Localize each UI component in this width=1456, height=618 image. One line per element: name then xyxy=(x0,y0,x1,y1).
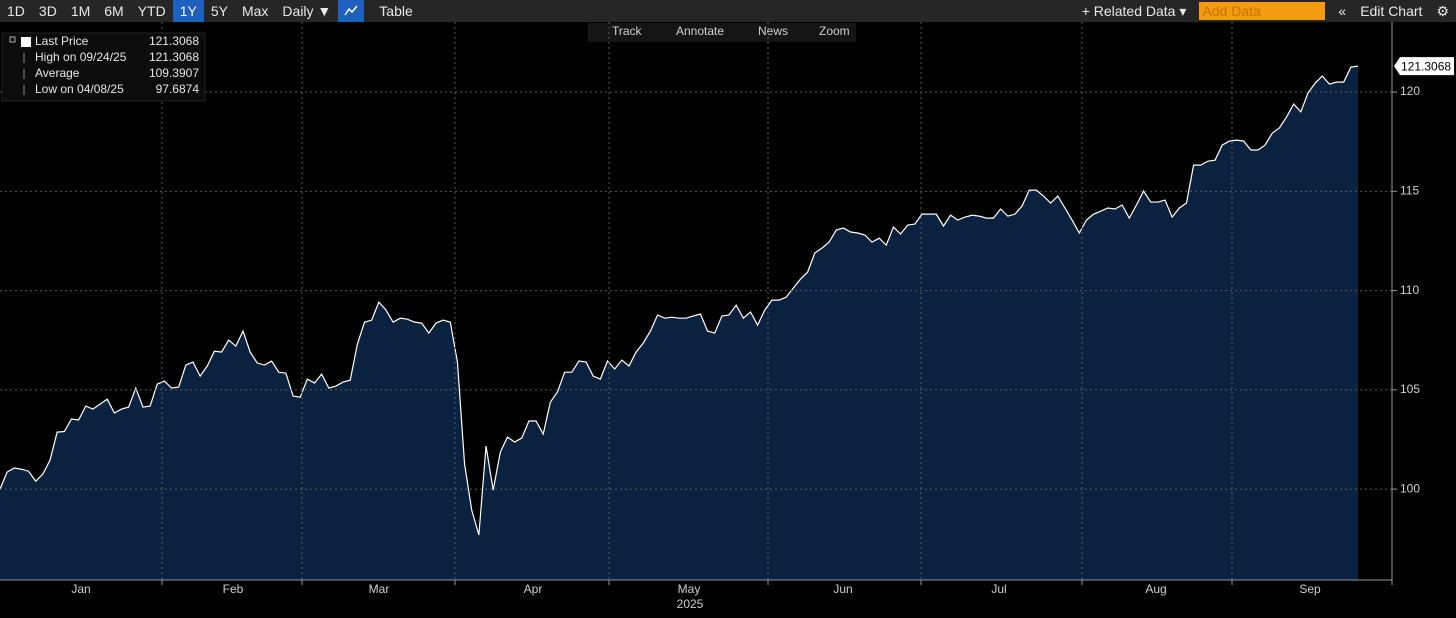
legend-value: 121.3068 xyxy=(149,34,199,48)
x-tick-label: Apr xyxy=(524,582,543,596)
legend: Last Price 121.3068 High on 09/24/25 121.30… xyxy=(1,32,206,102)
settings-button[interactable]: ⚙ xyxy=(1436,3,1449,19)
legend-swatch xyxy=(21,37,31,47)
range-button[interactable]: Max xyxy=(241,3,269,19)
legend-value: 121.3068 xyxy=(149,50,199,64)
legend-label: Low on 04/08/25 xyxy=(35,82,124,96)
range-button[interactable]: 1D xyxy=(7,3,25,19)
y-tick-label: 115 xyxy=(1400,183,1419,197)
x-tick-label: Aug xyxy=(1145,582,1166,596)
tool[interactable]: Annotate xyxy=(676,24,724,38)
legend-label: Last Price xyxy=(35,34,89,48)
frequency-select[interactable]: Daily ▼ xyxy=(282,3,332,19)
add-data-input[interactable]: Add Data xyxy=(1199,2,1326,20)
price-tag xyxy=(1394,57,1454,76)
toolbar: 1D 3D 1M 6M YTD 1Y 5Y Max Daily ▼ Table … xyxy=(0,0,1456,22)
legend-label: Average xyxy=(35,66,80,80)
x-tick-label: Jun xyxy=(833,582,852,596)
related-data[interactable]: + Related Data ▾ xyxy=(1081,3,1187,19)
legend-value: 109.3907 xyxy=(149,66,199,80)
range-button[interactable]: 5Y xyxy=(210,3,228,19)
legend-marker xyxy=(9,36,16,43)
tool[interactable]: News xyxy=(758,24,788,38)
price-line xyxy=(0,65,1359,536)
x-tick-label: Jul xyxy=(991,582,1006,596)
range-button[interactable]: 3D xyxy=(38,3,57,19)
price-tag-label: 121.3068 xyxy=(1401,59,1451,73)
x-tick-label: May xyxy=(678,582,701,596)
legend-label: High on 09/24/25 xyxy=(35,50,127,64)
x-tick-label: Sep xyxy=(1299,582,1321,596)
x-tick-label: Jan xyxy=(71,582,90,596)
tool[interactable]: Track xyxy=(612,24,643,38)
table-button[interactable]: Table xyxy=(379,3,413,19)
collapse-button[interactable]: « xyxy=(1338,3,1347,19)
edit-chart[interactable]: Edit Chart xyxy=(1360,3,1423,19)
range-button[interactable]: 1M xyxy=(70,3,91,19)
area-fill xyxy=(0,66,1358,580)
range-button[interactable]: YTD xyxy=(137,3,166,19)
range-button[interactable]: 1Y xyxy=(172,0,204,22)
year-label: 2025 xyxy=(677,597,704,611)
y-tick-label: 105 xyxy=(1400,382,1420,396)
legend-box xyxy=(1,32,206,102)
range-button[interactable]: 6M xyxy=(104,3,124,19)
y-tick-label: 120 xyxy=(1400,84,1420,98)
tool-strip xyxy=(588,23,856,42)
x-tick-label: Mar xyxy=(369,582,390,596)
y-tick-label: 100 xyxy=(1400,481,1420,495)
x-tick-label: Feb xyxy=(223,582,244,596)
legend-value: 97.6874 xyxy=(156,82,200,96)
tool[interactable]: Zoom xyxy=(819,24,850,38)
y-tick-label: 110 xyxy=(1400,283,1419,297)
line-icon[interactable] xyxy=(338,0,365,22)
